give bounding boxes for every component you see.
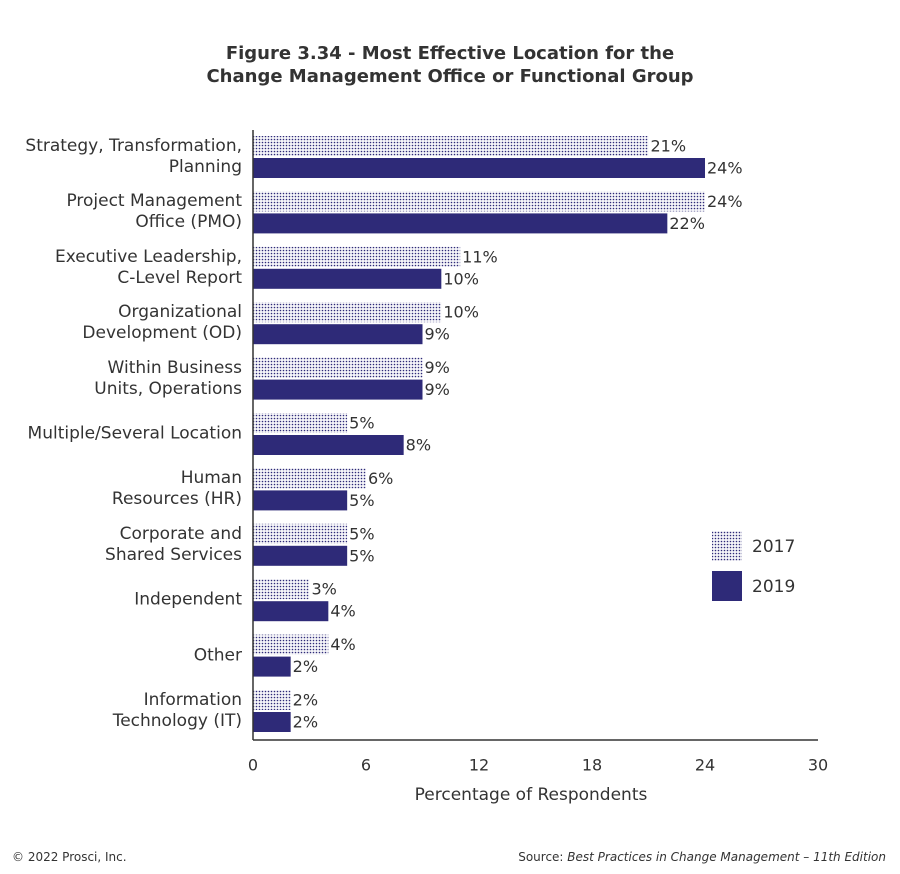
chart-title: Figure 3.34 - Most Effective Location fo… xyxy=(206,43,694,87)
source: Source: Best Practices in Change Managem… xyxy=(518,850,886,864)
bar xyxy=(253,246,461,267)
bar xyxy=(253,413,348,433)
value-label: 6% xyxy=(368,469,393,488)
bar xyxy=(253,213,668,234)
bar xyxy=(253,601,329,622)
bar xyxy=(253,158,705,178)
value-label: 2% xyxy=(293,657,318,676)
x-tick-label: 24 xyxy=(695,756,715,775)
x-tick-label: 6 xyxy=(361,756,371,775)
category-label: Independent xyxy=(134,589,242,610)
value-label: 2% xyxy=(293,691,318,710)
bar xyxy=(253,268,442,289)
bar xyxy=(253,191,705,212)
bar xyxy=(253,379,423,400)
value-label: 9% xyxy=(425,380,450,399)
source-title: Best Practices in Change Management – 11… xyxy=(567,850,886,864)
bar xyxy=(253,712,291,732)
category-label: Project Management Office (PMO) xyxy=(66,191,242,233)
source-prefix: Source: xyxy=(518,850,564,864)
value-label: 22% xyxy=(669,214,705,233)
category-label: Corporate and Shared Services xyxy=(105,523,242,565)
category-label: Other xyxy=(193,645,242,666)
category-label: Executive Leadership, C-Level Report xyxy=(54,246,242,288)
category-label: Information Technology (IT) xyxy=(112,690,242,731)
value-label: 24% xyxy=(707,192,743,211)
legend-label: 2017 xyxy=(752,537,795,557)
bar xyxy=(253,136,649,156)
bar xyxy=(253,656,291,677)
x-tick-label: 0 xyxy=(248,756,258,775)
value-label: 2% xyxy=(293,713,318,732)
value-label: 5% xyxy=(349,524,374,543)
x-tick-label: 30 xyxy=(808,756,828,775)
category-label: Strategy, Transformation, Planning xyxy=(25,136,242,177)
legend-label: 2019 xyxy=(752,577,795,597)
value-label: 9% xyxy=(425,358,450,377)
legend-swatch xyxy=(712,571,742,601)
value-label: 10% xyxy=(443,269,479,288)
value-label: 8% xyxy=(406,436,431,455)
value-label: 4% xyxy=(330,602,355,621)
value-label: 5% xyxy=(349,546,374,565)
bar xyxy=(253,435,404,455)
legend-swatch xyxy=(712,531,742,561)
x-tick-label: 18 xyxy=(582,756,602,775)
x-axis-label: Percentage of Respondents xyxy=(415,785,648,805)
value-label: 5% xyxy=(349,414,374,433)
bar xyxy=(253,579,310,600)
category-label: Multiple/Several Location xyxy=(27,423,242,444)
value-label: 21% xyxy=(651,137,687,156)
bar xyxy=(253,490,348,511)
value-label: 11% xyxy=(462,247,498,266)
value-label: 4% xyxy=(330,635,355,654)
bar xyxy=(253,357,423,378)
value-label: 5% xyxy=(349,491,374,510)
bar xyxy=(253,523,348,544)
bar xyxy=(253,324,423,345)
bar xyxy=(253,302,442,323)
value-label: 9% xyxy=(425,325,450,344)
bar xyxy=(253,468,366,489)
value-label: 3% xyxy=(312,580,337,599)
value-label: 24% xyxy=(707,159,743,178)
bar xyxy=(253,545,348,566)
category-label: Organizational Development (OD) xyxy=(82,302,242,344)
category-label: Within Business Units, Operations xyxy=(94,357,242,399)
bar xyxy=(253,690,291,710)
copyright: © 2022 Prosci, Inc. xyxy=(12,850,127,864)
value-label: 10% xyxy=(443,303,479,322)
bar xyxy=(253,634,329,655)
category-label: Human Resources (HR) xyxy=(111,468,242,510)
x-tick-label: 12 xyxy=(469,756,489,775)
